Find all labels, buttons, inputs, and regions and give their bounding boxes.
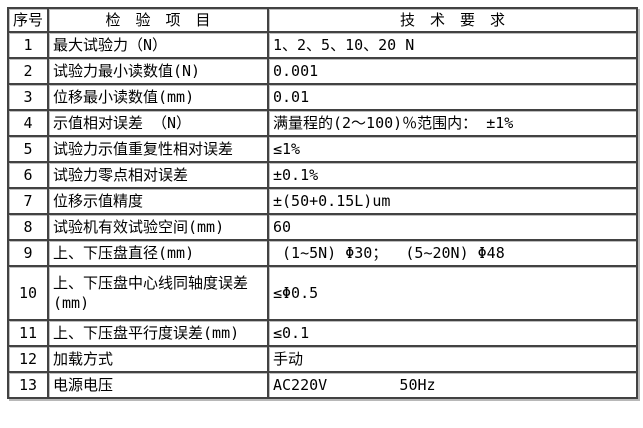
cell-item: 上、下压盘中心线同轴度误差(mm)	[47, 265, 269, 321]
cell-no: 5	[7, 135, 49, 163]
spec-table: 序号 检 验 项 目 技 术 要 求 1 最大试验力（N） 1、2、5、10、20 …	[7, 7, 638, 399]
cell-no: 9	[7, 239, 49, 267]
col-header-req: 技 术 要 求	[267, 7, 638, 33]
cell-item: 试验力零点相对误差	[47, 161, 269, 189]
table-row: 9 上、下压盘直径(mm) (1~5N) Φ30； (5~20N) Φ48	[7, 239, 638, 267]
cell-no: 11	[7, 319, 49, 347]
cell-item: 电源电压	[47, 371, 269, 399]
col-header-no: 序号	[7, 7, 49, 33]
cell-no: 6	[7, 161, 49, 189]
cell-item: 试验力示值重复性相对误差	[47, 135, 269, 163]
cell-no: 12	[7, 345, 49, 373]
cell-no: 4	[7, 109, 49, 137]
cell-req: 0.01	[267, 83, 638, 111]
cell-no: 7	[7, 187, 49, 215]
spec-table-header: 序号 检 验 项 目 技 术 要 求	[7, 7, 638, 33]
table-row: 8 试验机有效试验空间(mm) 60	[7, 213, 638, 241]
table-row: 1 最大试验力（N） 1、2、5、10、20 N	[7, 31, 638, 59]
table-row: 4 示值相对误差 （N） 满量程的(2～100)％范围内： ±1%	[7, 109, 638, 137]
cell-req: 60	[267, 213, 638, 241]
cell-req: ≤1%	[267, 135, 638, 163]
table-row: 12 加载方式 手动	[7, 345, 638, 373]
col-header-item: 检 验 项 目	[47, 7, 269, 33]
cell-no: 10	[7, 265, 49, 321]
cell-req: 0.001	[267, 57, 638, 85]
cell-no: 8	[7, 213, 49, 241]
cell-req: ±0.1%	[267, 161, 638, 189]
table-row: 3 位移最小读数值(mm) 0.01	[7, 83, 638, 111]
cell-req: (1~5N) Φ30； (5~20N) Φ48	[267, 239, 638, 267]
table-row: 5 试验力示值重复性相对误差 ≤1%	[7, 135, 638, 163]
table-row: 2 试验力最小读数值(N) 0.001	[7, 57, 638, 85]
cell-req: 手动	[267, 345, 638, 373]
header-row: 序号 检 验 项 目 技 术 要 求	[7, 7, 638, 33]
cell-item: 上、下压盘直径(mm)	[47, 239, 269, 267]
cell-item: 加载方式	[47, 345, 269, 373]
spec-table-body: 1 最大试验力（N） 1、2、5、10、20 N 2 试验力最小读数值(N) 0.001 3…	[7, 31, 638, 399]
cell-item: 位移示值精度	[47, 187, 269, 215]
table-row: 10 上、下压盘中心线同轴度误差(mm) ≤Φ0.5	[7, 265, 638, 321]
cell-req: AC220V 50Hz	[267, 371, 638, 399]
cell-req: 1、2、5、10、20 N	[267, 31, 638, 59]
cell-no: 1	[7, 31, 49, 59]
cell-no: 13	[7, 371, 49, 399]
cell-req: 满量程的(2～100)％范围内： ±1%	[267, 109, 638, 137]
table-row: 6 试验力零点相对误差 ±0.1%	[7, 161, 638, 189]
cell-item: 最大试验力（N）	[47, 31, 269, 59]
table-row: 11 上、下压盘平行度误差(mm) ≤0.1	[7, 319, 638, 347]
cell-item: 上、下压盘平行度误差(mm)	[47, 319, 269, 347]
cell-item: 试验力最小读数值(N)	[47, 57, 269, 85]
page: 序号 检 验 项 目 技 术 要 求 1 最大试验力（N） 1、2、5、10、20 …	[7, 7, 638, 399]
cell-no: 3	[7, 83, 49, 111]
cell-item: 试验机有效试验空间(mm)	[47, 213, 269, 241]
cell-req: ≤0.1	[267, 319, 638, 347]
cell-item: 位移最小读数值(mm)	[47, 83, 269, 111]
cell-no: 2	[7, 57, 49, 85]
table-row: 13 电源电压 AC220V 50Hz	[7, 371, 638, 399]
cell-req: ±(50+0.15L)um	[267, 187, 638, 215]
cell-item: 示值相对误差 （N）	[47, 109, 269, 137]
cell-req: ≤Φ0.5	[267, 265, 638, 321]
table-row: 7 位移示值精度 ±(50+0.15L)um	[7, 187, 638, 215]
